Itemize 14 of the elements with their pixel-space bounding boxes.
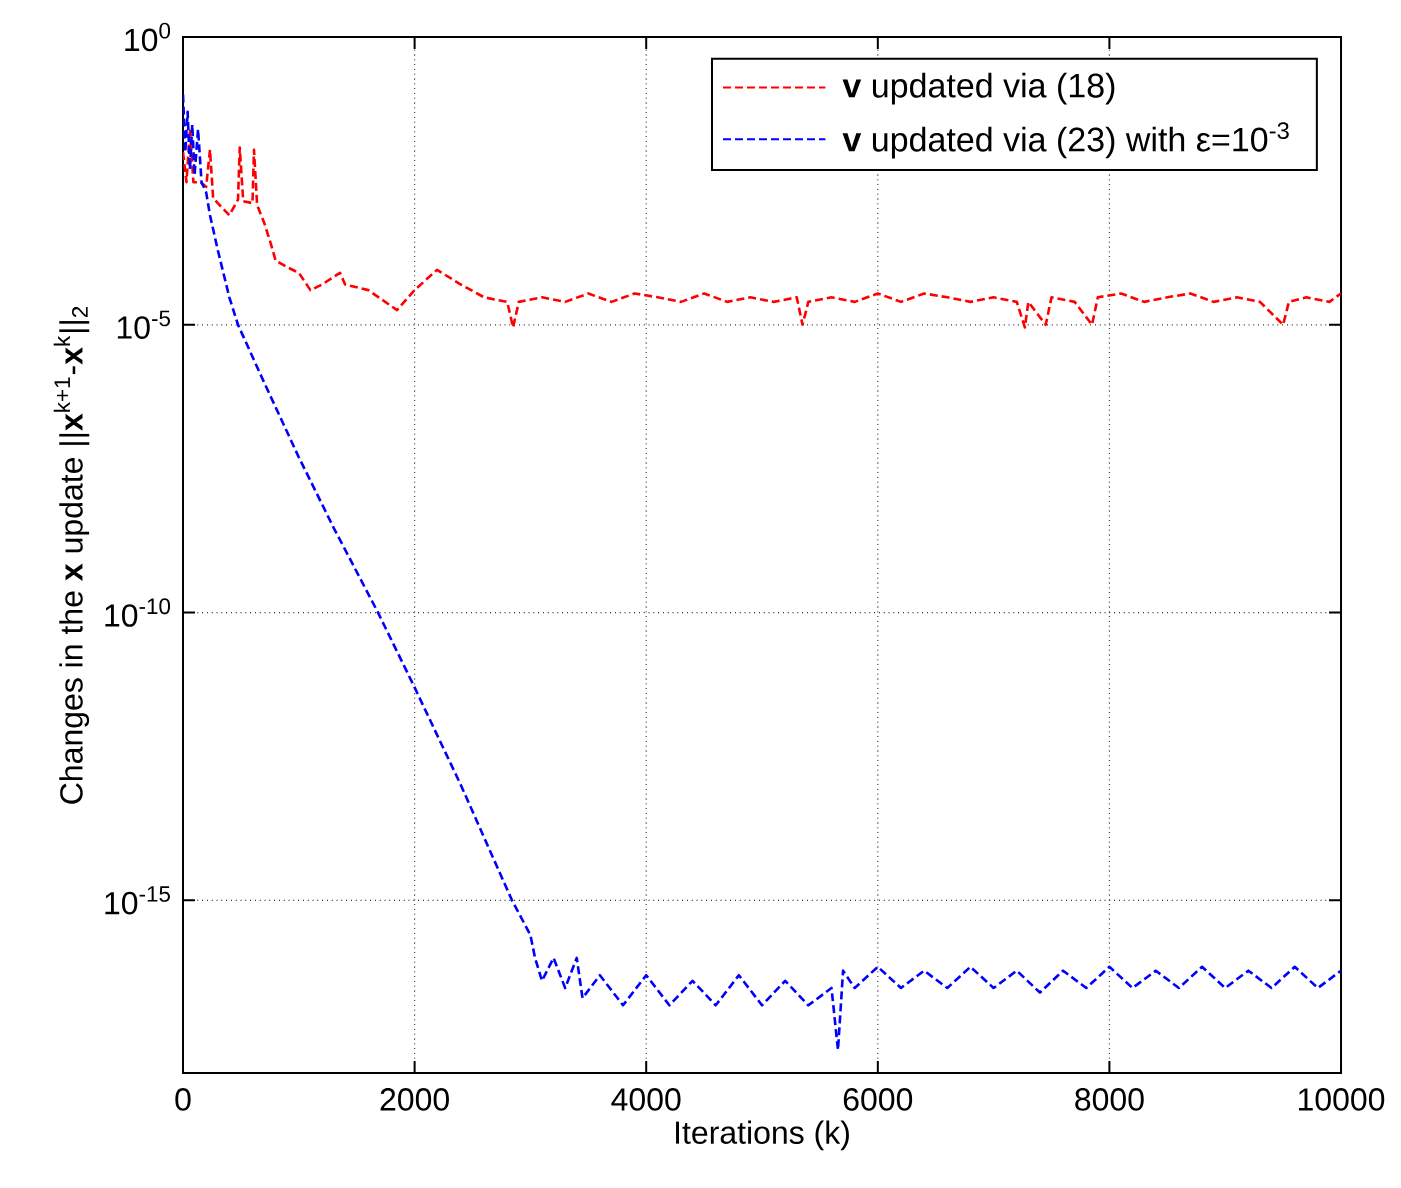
x-axis-title: Iterations (k) <box>676 1120 849 1151</box>
legend-label: v updated via (18) <box>842 72 1115 105</box>
y-tick-label: 10$^{-15}$ <box>105 886 170 915</box>
x-tick-label: 10000 <box>1298 1088 1385 1111</box>
y-tick-label: 10$^{0}$ <box>125 22 171 52</box>
x-tick-label: 2000 <box>380 1088 449 1111</box>
x-tick-label: 6000 <box>843 1088 913 1111</box>
x-tick-label: 4000 <box>611 1088 681 1111</box>
y-tick-label: 10$^{-5}$ <box>117 310 170 339</box>
text: Changes in the x update ||x$^{k+1}$-x$^{k}$||$_{2}$ <box>53 306 90 804</box>
y-tick-label: 10$^{-10}$ <box>105 598 171 627</box>
x-tick-label: 0 <box>175 1088 191 1111</box>
legend-label: v updated via (23) with ε=10$^{-3}$ <box>842 122 1289 159</box>
x-tick-label: 8000 <box>1075 1088 1144 1111</box>
